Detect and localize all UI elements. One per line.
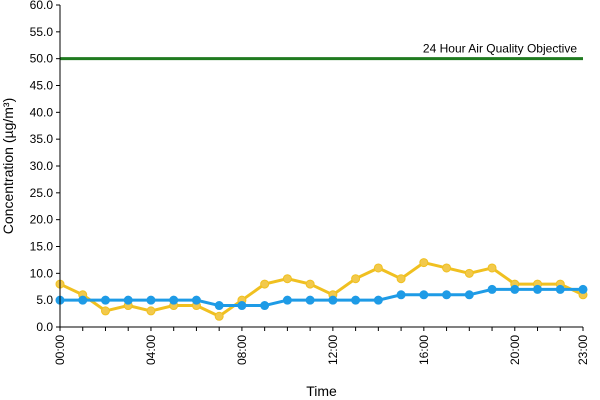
y-tick-label: 60.0	[30, 0, 54, 12]
data-point	[351, 274, 361, 284]
x-tick-label: 12:00	[326, 335, 340, 365]
data-point	[373, 295, 383, 305]
data-point	[237, 301, 247, 311]
data-point	[373, 263, 383, 273]
data-point	[305, 279, 315, 289]
series-layer	[55, 258, 588, 321]
x-tick-label: 00:00	[53, 335, 67, 365]
x-tick-label: 08:00	[235, 335, 249, 365]
data-point	[442, 290, 452, 300]
data-point	[487, 284, 497, 294]
data-point	[328, 295, 338, 305]
data-point	[510, 284, 520, 294]
y-tick-label: 35.0	[30, 132, 54, 146]
y-tick-label: 30.0	[30, 159, 54, 173]
data-point	[282, 274, 292, 284]
x-axis-ticks: 00:00 04:00 08:00 12:00 16:00 20:00 23:00	[53, 327, 590, 365]
series-line	[60, 287, 583, 308]
data-point	[100, 306, 110, 316]
data-point	[214, 301, 224, 311]
data-point	[464, 268, 474, 278]
series-2	[55, 284, 588, 311]
y-tick-label: 5.0	[36, 293, 53, 307]
y-tick-label: 40.0	[30, 105, 54, 119]
data-point	[123, 295, 133, 305]
objective-label: 24 Hour Air Quality Objective	[423, 42, 577, 56]
data-point	[191, 295, 201, 305]
y-tick-label: 55.0	[30, 25, 54, 39]
data-point	[419, 258, 429, 268]
data-point	[146, 306, 156, 316]
x-axis-title: Time	[306, 383, 337, 399]
data-point	[169, 295, 179, 305]
y-tick-label: 10.0	[30, 266, 54, 280]
data-point	[464, 290, 474, 300]
data-point	[578, 284, 588, 294]
data-point	[442, 263, 452, 273]
data-point	[419, 290, 429, 300]
data-point	[555, 284, 565, 294]
x-tick-label: 04:00	[144, 335, 158, 365]
y-axis-title: Concentration (µg/m³)	[0, 98, 16, 234]
data-point	[146, 295, 156, 305]
y-tick-label: 50.0	[30, 52, 54, 66]
y-tick-label: 20.0	[30, 213, 54, 227]
data-point	[260, 301, 270, 311]
y-tick-label: 25.0	[30, 186, 54, 200]
y-tick-label: 0.0	[36, 320, 53, 334]
y-axis-ticks: 0.0 5.0 10.0 15.0 20.0 25.0 30.0 35.0 40.0 45.0 50…	[30, 0, 60, 334]
data-point	[305, 295, 315, 305]
data-point	[396, 290, 406, 300]
x-tick-label: 23:00	[576, 335, 590, 365]
data-point	[260, 279, 270, 289]
data-point	[100, 295, 110, 305]
data-point	[487, 263, 497, 273]
data-point	[396, 274, 406, 284]
data-point	[533, 284, 543, 294]
data-point	[214, 311, 224, 321]
data-point	[282, 295, 292, 305]
x-tick-label: 20:00	[508, 335, 522, 365]
y-tick-label: 15.0	[30, 240, 54, 254]
data-point	[78, 295, 88, 305]
x-tick-label: 16:00	[417, 335, 431, 365]
data-point	[351, 295, 361, 305]
y-tick-label: 45.0	[30, 79, 54, 93]
